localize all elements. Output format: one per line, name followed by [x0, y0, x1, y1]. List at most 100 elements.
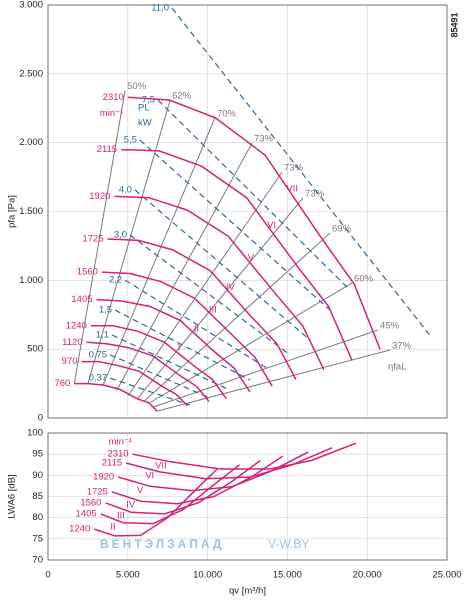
speed-curve [127, 96, 381, 350]
speed-curve [90, 325, 227, 400]
efficiency-label: 45% [380, 321, 400, 332]
y-tick-label: 75 [32, 533, 43, 544]
speed-curve [101, 271, 273, 387]
x-tick-label: 0 [45, 570, 50, 581]
x-axis-label: qv [m³/h] [229, 586, 266, 597]
speed-label: 2310 [107, 449, 128, 460]
power-line [114, 309, 251, 381]
drawing-number: 85491 [449, 12, 459, 37]
y-axis-label: LWA6 [dB] [7, 474, 18, 518]
speed-label: 2115 [102, 458, 122, 469]
speed-label: 1120 [62, 337, 82, 348]
speed-label: 1240 [66, 320, 87, 331]
power-label: 2,2 [109, 275, 122, 286]
y-tick-label: 500 [27, 344, 43, 355]
speed-curve [96, 298, 251, 393]
power-unit: kW [138, 118, 152, 129]
y-tick-label: 80 [32, 512, 43, 523]
efficiency-line [73, 90, 126, 384]
speed-label: 1560 [80, 497, 101, 508]
efficiency-symbol: ηfaL [388, 362, 407, 373]
x-tick-label: 25.000 [432, 570, 461, 581]
curve-numeral: I [178, 343, 181, 354]
curve-numeral: VI [267, 220, 276, 231]
y-tick-label: 100 [27, 428, 43, 439]
y-tick-label: 0 [38, 413, 43, 424]
speed-unit: min⁻¹ [100, 108, 124, 119]
speed-curve [114, 195, 325, 371]
speed-curve [105, 459, 261, 515]
curve-numeral: V [248, 252, 255, 263]
curve-numeral: V [137, 485, 144, 496]
power-line [129, 234, 291, 356]
speed-label: 2115 [97, 144, 117, 155]
x-tick-label: 15.000 [273, 570, 302, 581]
speed-label: 1725 [82, 234, 103, 245]
speed-label: 1920 [89, 191, 110, 202]
x-tick-label: 20.000 [353, 570, 382, 581]
efficiency-label: 60% [354, 274, 374, 285]
power-line [109, 377, 191, 406]
power-label: 5,5 [124, 135, 137, 146]
power-line [139, 139, 331, 311]
power-label: 0,37 [89, 373, 108, 384]
y-tick-label: 1.500 [19, 206, 43, 217]
y-tick-label: 70 [32, 555, 43, 566]
efficiency-line [153, 329, 379, 408]
speed-label: 1405 [76, 508, 97, 519]
speed-label: 1920 [93, 472, 114, 483]
curve-numeral: VII [286, 183, 298, 194]
power-line [109, 354, 211, 399]
plot-frame [47, 432, 448, 561]
efficiency-label: 50% [127, 81, 147, 92]
y-tick-label: 95 [32, 449, 43, 460]
efficiency-line [127, 171, 283, 397]
x-tick-label: 10.000 [193, 570, 222, 581]
power-label: 1,1 [96, 330, 109, 341]
efficiency-label: 73% [284, 163, 304, 174]
power-label: 1,5 [99, 305, 112, 316]
y-tick-label: 85 [32, 491, 43, 502]
speed-curve [132, 442, 357, 470]
speed-curve [94, 468, 218, 537]
speed-label: 970 [62, 356, 78, 367]
power-label: 3,0 [114, 230, 127, 241]
speed-label: 760 [54, 378, 70, 389]
watermark: ВЕНТЭЛЗАПАД [100, 537, 224, 551]
efficiency-line [143, 232, 331, 402]
efficiency-label: 37% [392, 341, 412, 352]
y-tick-label: 90 [32, 470, 43, 481]
curve-numeral: VI [145, 470, 154, 481]
y-tick-label: 3.000 [19, 0, 43, 11]
power-line [124, 279, 271, 371]
power-label: 4,0 [119, 185, 132, 196]
efficiency-label: 62% [172, 91, 192, 102]
efficiency-line [148, 282, 353, 404]
speed-label: 1240 [69, 524, 90, 535]
efficiency-line [87, 99, 171, 384]
y-tick-label: 1.000 [19, 275, 43, 286]
x-tick-label: 5.000 [116, 570, 140, 581]
power-label: 11,0 [151, 3, 169, 14]
efficiency-line [137, 197, 304, 400]
y-tick-label: 2.500 [19, 68, 43, 79]
speed-unit: min⁻¹ [109, 437, 133, 448]
speed-label: 1560 [77, 267, 98, 278]
speed-curve [74, 382, 158, 412]
speed-curve [107, 238, 297, 380]
curve-numeral: IV [226, 282, 236, 293]
curve-numeral: II [110, 521, 115, 532]
efficiency-label: 70% [217, 108, 237, 119]
power-label: 7,5 [142, 95, 155, 106]
curve-numeral: IV [126, 500, 136, 511]
speed-curve [117, 451, 309, 492]
power-line [134, 189, 311, 341]
efficiency-line [157, 349, 391, 412]
curve-numeral: III [117, 511, 125, 522]
power-line [157, 99, 351, 291]
plot-frame [47, 4, 448, 419]
speed-curve [86, 341, 210, 402]
power-unit: PL [138, 103, 150, 114]
